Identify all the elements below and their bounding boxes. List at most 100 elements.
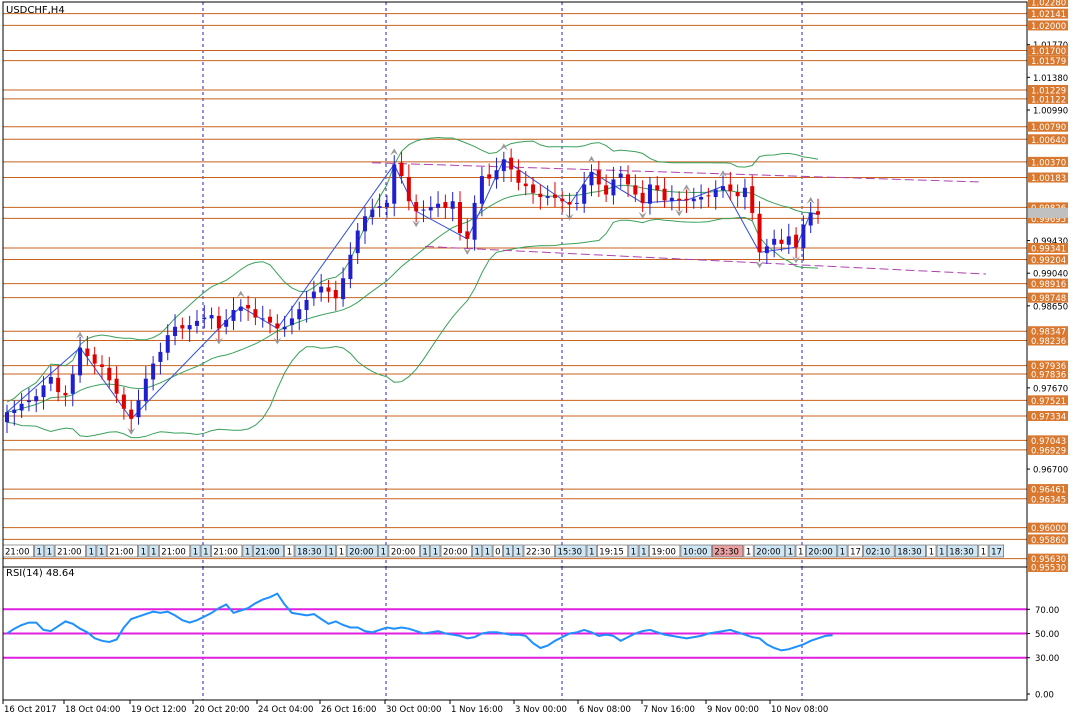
- candle-body: [341, 278, 346, 300]
- time-tag-box: [86, 544, 97, 558]
- time-tag-box: [34, 544, 45, 558]
- candle-body: [618, 173, 623, 178]
- current-price-box: [1028, 207, 1068, 218]
- x-axis-label: 16 Oct 2017: [4, 705, 57, 715]
- time-tag-label: 10:00: [683, 548, 708, 558]
- time-tag-box: [138, 544, 149, 558]
- time-tag-label: 1: [433, 548, 438, 558]
- candle-body: [231, 310, 236, 321]
- price-label-box: [1028, 335, 1068, 346]
- price-label-box: [1028, 493, 1068, 504]
- fractal-down-arrow: [755, 261, 764, 269]
- candle-body: [151, 363, 156, 380]
- time-tag-label: 20:00: [756, 548, 781, 558]
- time-tag-label: 1: [99, 548, 104, 558]
- price-label-box: [1028, 213, 1068, 224]
- candle-body: [246, 305, 251, 309]
- time-tag-box: [743, 544, 754, 558]
- price-label: 0.99204: [1031, 256, 1066, 266]
- time-tag-box: [284, 544, 295, 558]
- rsi-tick-label: 0.00: [1035, 691, 1054, 701]
- fractal-down-arrow: [675, 209, 684, 217]
- candle-body: [626, 174, 631, 185]
- time-tag-box: [926, 544, 937, 558]
- candle-body: [589, 171, 594, 186]
- candle-body: [669, 197, 674, 202]
- time-tag-box: [106, 544, 138, 558]
- time-tag-box: [44, 544, 55, 558]
- price-label-box: [1028, 121, 1068, 132]
- candle-body: [457, 202, 462, 234]
- candle-body: [545, 196, 550, 198]
- time-tag-label: 17: [850, 548, 861, 558]
- time-tag-label: 1: [47, 548, 52, 558]
- price-label-box: [1028, 368, 1068, 379]
- candle-body: [684, 198, 689, 201]
- candle-body: [567, 202, 572, 205]
- candle-body: [92, 354, 97, 364]
- time-tag-box: [712, 544, 744, 558]
- price-label: 1.02000: [1031, 22, 1066, 32]
- time-tag-box: [378, 544, 389, 558]
- time-tag-label: 1: [422, 548, 427, 558]
- time-tag-box: [96, 544, 107, 558]
- zigzag-line: [6, 158, 819, 420]
- time-tag-box: [555, 544, 587, 558]
- fractal-down-arrow: [792, 256, 801, 264]
- price-label: 1.01700: [1031, 47, 1066, 57]
- time-tag-box: [336, 544, 347, 558]
- time-tag-box: [753, 544, 786, 558]
- rsi-title: RSI(14) 48.64: [6, 568, 75, 579]
- time-tag-box: [894, 544, 927, 558]
- time-tag-box: [472, 544, 483, 558]
- price-tick-label: 0.99430: [1033, 237, 1068, 247]
- price-label-box: [1028, 410, 1068, 421]
- rsi-tick-label: 50.00: [1035, 630, 1059, 640]
- time-tag-box: [242, 544, 253, 558]
- candle-body: [560, 198, 565, 202]
- time-tag-label: 18:30: [897, 548, 922, 558]
- candle-body: [216, 315, 221, 329]
- time-tag-box: [680, 544, 712, 558]
- price-label: 0.99341: [1031, 245, 1066, 255]
- price-label-box: [1028, 0, 1068, 7]
- fractal-up-arrow: [236, 290, 245, 298]
- x-axis-label: 18 Oct 04:00: [65, 705, 120, 715]
- time-tag-label: 20:00: [391, 548, 416, 558]
- candle-body: [107, 367, 112, 381]
- candle-body: [275, 323, 280, 329]
- candle-body: [633, 185, 638, 195]
- candle-body: [85, 348, 90, 357]
- fractal-down-arrow: [565, 213, 574, 221]
- price-label-box: [1028, 562, 1068, 572]
- time-tag-label: 1: [788, 548, 793, 558]
- candle-body: [63, 392, 68, 396]
- price-label: 0.95630: [1031, 555, 1066, 565]
- time-tag-box: [586, 544, 597, 558]
- candle-body: [319, 286, 324, 293]
- time-tag-box: [388, 544, 420, 558]
- time-tag-box: [200, 544, 211, 558]
- price-label-box: [1028, 484, 1068, 495]
- candle-body: [355, 230, 360, 254]
- candle-body: [479, 176, 484, 204]
- candle-body: [114, 378, 119, 394]
- candle-body: [655, 185, 660, 191]
- candle-body: [808, 212, 813, 226]
- candle-body: [268, 316, 273, 323]
- price-label-box: [1028, 553, 1068, 564]
- candle-body: [414, 202, 419, 212]
- time-tag-label: 1: [840, 548, 845, 558]
- candle-body: [428, 207, 433, 211]
- candle-body: [399, 162, 404, 177]
- candle-body: [224, 320, 229, 327]
- candle-body: [56, 377, 61, 393]
- candle-body: [516, 170, 521, 183]
- candle-body: [173, 326, 178, 336]
- price-label-box: [1028, 243, 1068, 254]
- candle-body: [377, 206, 382, 208]
- time-tag-label: 1: [151, 548, 156, 558]
- candle-body: [494, 170, 499, 180]
